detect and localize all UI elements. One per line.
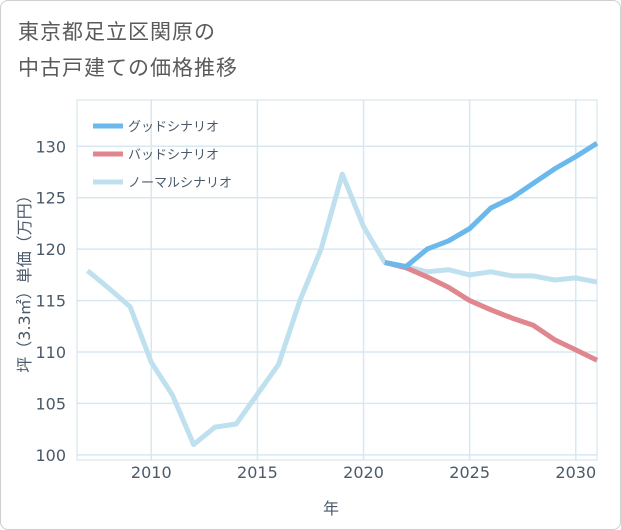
series-lines — [86, 141, 599, 448]
x-tick-label-2030: 2030 — [555, 463, 596, 482]
x-tick-label-2020: 2020 — [343, 463, 384, 482]
grid — [77, 100, 597, 460]
x-axis-ticks: 2010 2015 2020 2025 2030 — [131, 463, 596, 482]
y-axis-ticks: 100 105 110 115 120 125 130 — [35, 137, 66, 465]
legend-label-1: グッドシナリオ — [128, 120, 219, 135]
chart-title-line2: 中古戸建ての価格推移 — [18, 56, 238, 80]
y-tick-label-110: 110 — [35, 343, 66, 362]
x-tick-label-2015: 2015 — [237, 463, 278, 482]
series-line-3 — [86, 171, 598, 448]
chart-title-line1: 東京都足立区関原の — [18, 20, 216, 44]
y-tick-label-130: 130 — [35, 137, 66, 156]
x-tick-label-2025: 2025 — [449, 463, 490, 482]
legend-label-2: バッドシナリオ — [128, 148, 219, 163]
y-tick-label-115: 115 — [35, 292, 66, 311]
y-tick-label-100: 100 — [35, 446, 66, 465]
y-tick-label-120: 120 — [35, 240, 66, 259]
x-tick-label-2010: 2010 — [131, 463, 172, 482]
y-tick-label-105: 105 — [35, 394, 66, 413]
series-line-2 — [384, 260, 599, 363]
series-line-1 — [384, 141, 599, 270]
chart-title: 東京都足立区関原の 中古戸建ての価格推移 — [18, 14, 238, 86]
x-axis-title: 年 — [323, 499, 339, 518]
y-tick-label-125: 125 — [35, 189, 66, 208]
y-axis-title: 坪（3.3㎡）単価（万円） — [15, 187, 34, 372]
legend-label-3: ノーマルシナリオ — [128, 176, 232, 191]
